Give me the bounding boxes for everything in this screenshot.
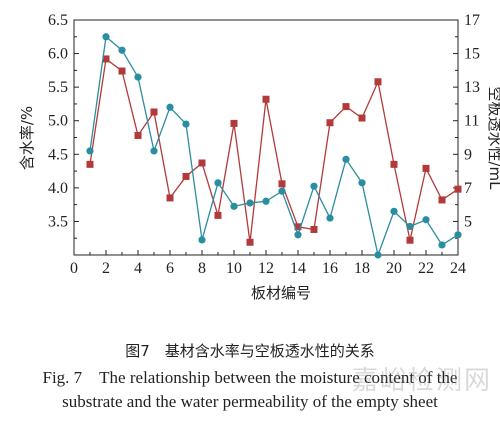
x-axis-label: 板材编号 — [251, 284, 311, 300]
right-tick-label: 11 — [464, 113, 479, 130]
moisture-point — [438, 196, 446, 204]
x-tick-label: 0 — [70, 260, 78, 277]
permeability-point — [294, 231, 302, 239]
permeability-point — [134, 73, 142, 81]
left-tick-label: 4.5 — [48, 146, 68, 163]
permeability-point — [214, 179, 222, 187]
right-tick-label: 9 — [464, 146, 472, 163]
right-tick-label: 15 — [464, 46, 480, 63]
moisture-point — [246, 238, 254, 246]
series-line-permeability — [89, 35, 459, 258]
x-tick-label: 8 — [198, 260, 206, 277]
left-tick-label: 6.5 — [48, 12, 68, 29]
moisture-point — [214, 211, 222, 219]
series-layer — [86, 33, 462, 259]
series-line-moisture — [89, 57, 459, 243]
permeability-point — [422, 216, 430, 224]
permeability-point — [278, 187, 286, 195]
moisture-point — [230, 119, 238, 127]
x-tick-label: 4 — [134, 260, 142, 277]
moisture-point — [406, 236, 414, 244]
left-tick-label: 5.0 — [48, 113, 68, 130]
right-tick-label: 7 — [464, 180, 472, 197]
permeability-point — [198, 236, 206, 244]
moisture-point — [278, 180, 286, 188]
figure-caption-english-line-2: substrate and the water permeability of … — [62, 392, 438, 411]
moisture-point — [358, 114, 366, 122]
permeability-point — [182, 120, 190, 128]
x-tick-label: 14 — [290, 260, 306, 277]
plot-border — [73, 19, 459, 256]
right-tick-label: 17 — [464, 12, 480, 29]
left-axis-label: 含水率/% — [18, 106, 36, 170]
permeability-point — [246, 199, 254, 207]
permeability-point — [390, 207, 398, 215]
moisture-point — [118, 67, 126, 75]
permeability-point — [86, 147, 94, 155]
moisture-point — [134, 131, 142, 139]
x-tick-label: 18 — [354, 260, 370, 277]
moisture-point — [182, 172, 190, 180]
permeability-point — [454, 231, 462, 239]
moisture-point — [422, 164, 430, 172]
moisture-point — [102, 55, 110, 63]
left-tick-label: 4.0 — [48, 180, 68, 197]
permeability-point — [342, 155, 350, 163]
moisture-point — [294, 223, 302, 231]
permeability-point — [150, 147, 158, 155]
moisture-point — [262, 95, 270, 103]
permeability-point — [118, 46, 126, 54]
plot-frame — [73, 19, 459, 256]
x-tick-label: 12 — [258, 260, 274, 277]
moisture-point — [150, 108, 158, 116]
permeability-point — [102, 33, 110, 41]
figure-caption-english-line-1: Fig. 7 The relationship between the mois… — [42, 368, 458, 387]
moisture-point — [326, 119, 334, 127]
moisture-point — [454, 185, 462, 193]
x-tick-label: 16 — [322, 260, 338, 277]
right-axis-label: 空板透水性/mL — [486, 86, 500, 190]
moisture-point — [310, 225, 318, 233]
permeability-point — [230, 202, 238, 210]
right-tick-label: 13 — [464, 79, 480, 96]
x-tick-label: 20 — [386, 260, 402, 277]
moisture-point — [390, 160, 398, 168]
x-tick-label: 2 — [102, 260, 110, 277]
permeability-point — [262, 197, 270, 205]
x-tick-label: 22 — [418, 260, 434, 277]
left-tick-label: 5.5 — [48, 79, 68, 96]
moisture-point — [166, 194, 174, 202]
watermark: 嘉峪检测网 — [351, 366, 492, 396]
permeability-point — [326, 214, 334, 222]
left-axis-ticks: 3.5 4.0 4.5 5.0 5.5 6.0 6.5 — [48, 12, 79, 239]
left-tick-label: 6.0 — [48, 46, 68, 63]
right-axis-ticks: 5 7 9 11 13 15 17 — [453, 12, 480, 239]
moisture-point — [342, 103, 350, 111]
left-tick-label: 3.5 — [48, 213, 68, 230]
x-tick-label: 10 — [226, 260, 242, 277]
permeability-point — [374, 251, 382, 259]
moisture-point — [86, 160, 94, 168]
permeability-point — [166, 103, 174, 111]
permeability-point — [358, 179, 366, 187]
right-tick-label: 5 — [464, 213, 472, 230]
moisture-point — [198, 159, 206, 167]
permeability-point — [406, 222, 414, 231]
moisture-point — [374, 78, 382, 86]
x-axis-ticks: 0 2 4 6 8 10 12 14 16 18 20 22 24 — [70, 250, 466, 277]
permeability-point — [438, 241, 446, 249]
x-tick-label: 24 — [450, 260, 466, 277]
permeability-point — [310, 182, 318, 190]
figure-caption-chinese: 图7 基材含水率与空板透水性的关系 — [125, 342, 375, 360]
x-tick-label: 6 — [166, 260, 174, 277]
